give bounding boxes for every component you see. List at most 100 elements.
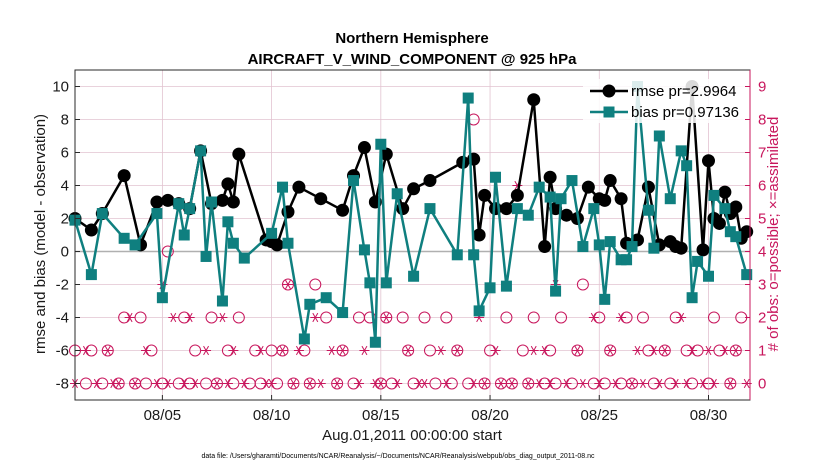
asterisk-stroke bbox=[285, 279, 291, 290]
obs-assimilated-marker bbox=[468, 378, 479, 389]
bias-point bbox=[719, 203, 731, 215]
rmse-point bbox=[696, 243, 710, 257]
bias-point bbox=[391, 188, 403, 200]
bias-point bbox=[566, 175, 578, 187]
asterisk-stroke bbox=[640, 378, 646, 389]
y2-tick-label: 6 bbox=[758, 178, 766, 195]
bias-point bbox=[544, 191, 556, 203]
obs-possible-marker bbox=[576, 278, 589, 291]
obs-assimilated-marker bbox=[534, 378, 545, 389]
obs-assimilated-marker bbox=[719, 345, 730, 356]
legend-bias-label: bias pr=0.97136 bbox=[631, 104, 739, 121]
asterisk-stroke bbox=[689, 345, 696, 356]
x-tick-label: 08/25 bbox=[580, 407, 618, 424]
rmse-point bbox=[603, 174, 617, 188]
asterisk-stroke bbox=[683, 378, 690, 389]
y-tick-label: 2 bbox=[61, 211, 69, 228]
asterisk-stroke bbox=[263, 378, 270, 389]
bias-point bbox=[216, 295, 228, 307]
rmse-point bbox=[543, 170, 557, 184]
obs-assimilated-marker bbox=[703, 345, 714, 356]
rmse-point bbox=[478, 188, 492, 202]
obs-assimilated-marker bbox=[616, 312, 627, 323]
obs-assimilated-marker bbox=[435, 345, 446, 356]
asterisk-stroke bbox=[361, 345, 368, 356]
obs-assimilated-marker bbox=[190, 378, 201, 389]
obs-assimilated-marker bbox=[353, 378, 364, 389]
obs-assimilated-marker bbox=[217, 312, 228, 323]
asterisk-stroke bbox=[618, 312, 625, 323]
legend-rmse-label: rmse pr=2.9964 bbox=[631, 83, 736, 100]
bias-line bbox=[73, 85, 748, 344]
rmse-point bbox=[379, 147, 393, 161]
asterisk-stroke bbox=[711, 378, 717, 389]
obs-assimilated-marker bbox=[708, 378, 719, 389]
bias-point bbox=[500, 280, 512, 292]
bias-point bbox=[708, 189, 720, 201]
y2-tick-label: 8 bbox=[758, 112, 766, 129]
obs-assimilated-marker bbox=[698, 378, 709, 389]
asterisk-stroke bbox=[656, 378, 663, 389]
obs-assimilated-marker bbox=[282, 279, 293, 290]
obs-possible-marker bbox=[336, 344, 349, 357]
rmse-point bbox=[549, 202, 563, 216]
bias-point bbox=[298, 333, 310, 345]
obs-possible-marker bbox=[555, 311, 568, 324]
obs-assimilated-marker bbox=[676, 312, 687, 323]
rmse-point bbox=[226, 195, 240, 209]
rmse-point bbox=[117, 169, 131, 183]
bias-point bbox=[730, 231, 742, 243]
asterisk-stroke bbox=[590, 312, 597, 323]
obs-assimilated-marker bbox=[561, 378, 572, 389]
obs-assimilated-marker bbox=[162, 378, 173, 389]
bias-point bbox=[626, 241, 638, 253]
asterisk-stroke bbox=[312, 312, 319, 323]
obs-possible-marker bbox=[505, 377, 518, 390]
bias-point bbox=[195, 145, 207, 157]
obs-assimilated-marker bbox=[648, 345, 659, 356]
obs-assimilated-marker bbox=[479, 378, 490, 389]
obs-assimilated-marker bbox=[124, 312, 135, 323]
obs-assimilated-marker bbox=[184, 312, 195, 323]
rmse-point bbox=[161, 193, 175, 207]
bias-point bbox=[156, 292, 168, 304]
bias-point bbox=[129, 239, 141, 251]
obs-possible-marker bbox=[205, 311, 218, 324]
obs-assimilated-marker bbox=[168, 312, 179, 323]
asterisk-stroke bbox=[334, 378, 341, 389]
obs-possible-marker bbox=[232, 311, 245, 324]
y-tick-label: 10 bbox=[52, 79, 69, 96]
y2-tick-label: 4 bbox=[758, 244, 766, 261]
rmse-point bbox=[84, 223, 98, 237]
obs-assimilated-marker bbox=[419, 378, 430, 389]
data-series bbox=[68, 80, 754, 348]
rmse-point bbox=[232, 147, 246, 161]
obs-assimilated-marker bbox=[577, 378, 588, 389]
obs-possible-marker bbox=[724, 377, 737, 390]
asterisk-stroke bbox=[498, 378, 504, 389]
obs-assimilated-marker bbox=[659, 345, 670, 356]
obs-assimilated-marker bbox=[594, 378, 605, 389]
asterisk-stroke bbox=[421, 378, 428, 389]
obs-assimilated-marker bbox=[637, 378, 648, 389]
asterisk-stroke bbox=[492, 345, 499, 356]
bias-point bbox=[468, 249, 480, 261]
asterisk-stroke bbox=[115, 378, 122, 389]
asterisk-stroke bbox=[470, 378, 477, 389]
bias-point bbox=[282, 237, 294, 249]
asterisk-stroke bbox=[405, 345, 412, 356]
asterisk-stroke bbox=[530, 345, 537, 356]
bias-point bbox=[178, 229, 190, 241]
bias-point bbox=[648, 242, 660, 254]
obs-assimilated-marker bbox=[359, 345, 370, 356]
obs-possible-marker bbox=[287, 377, 300, 390]
rmse-point bbox=[598, 193, 612, 207]
obs-assimilated-marker bbox=[91, 378, 102, 389]
bias-point bbox=[85, 269, 97, 281]
asterisk-stroke bbox=[394, 378, 401, 389]
x-tick-label: 08/20 bbox=[471, 407, 509, 424]
obs-possible-marker bbox=[636, 311, 649, 324]
obs-assimilated-marker bbox=[337, 345, 348, 356]
obs-assimilated-marker bbox=[315, 378, 326, 389]
rmse-point bbox=[270, 238, 284, 252]
